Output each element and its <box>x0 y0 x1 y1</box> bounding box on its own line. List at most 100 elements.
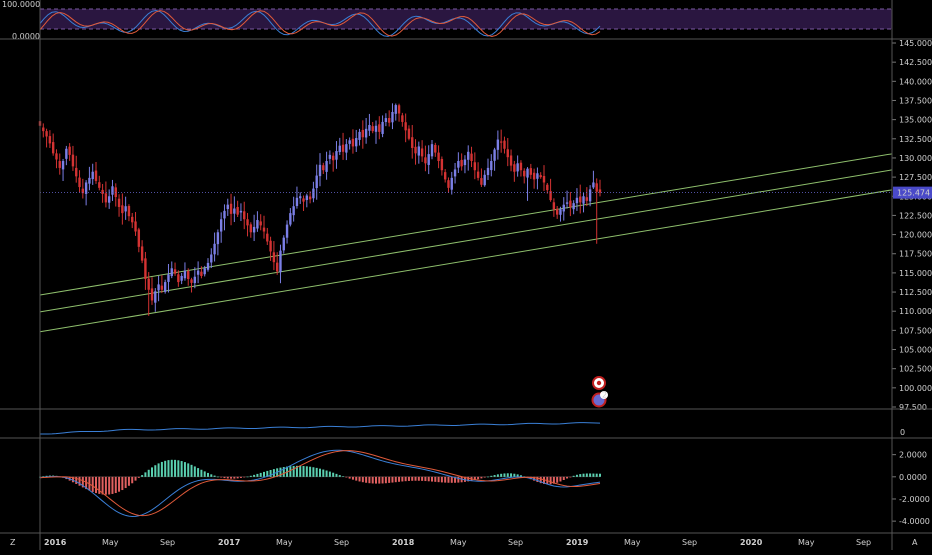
candle[interactable] <box>58 161 61 168</box>
time-axis[interactable]: 2016 May Sep 2017 May Sep 2018 May Sep 2019 May Sep… <box>10 538 918 547</box>
candle[interactable] <box>275 262 279 272</box>
candle[interactable] <box>328 154 332 159</box>
candle[interactable] <box>206 262 210 270</box>
candle[interactable] <box>483 174 486 186</box>
candle[interactable] <box>121 205 124 214</box>
candle[interactable] <box>322 165 325 171</box>
candle[interactable] <box>183 270 187 279</box>
candle[interactable] <box>526 168 529 178</box>
candle[interactable] <box>358 131 361 140</box>
candle[interactable] <box>513 164 516 172</box>
candle[interactable] <box>68 146 71 155</box>
candle[interactable] <box>94 170 98 181</box>
candle[interactable] <box>506 149 509 158</box>
candle[interactable] <box>98 182 101 188</box>
candle[interactable] <box>575 197 579 204</box>
candle[interactable] <box>391 111 394 123</box>
candle[interactable] <box>226 204 229 210</box>
macd-pane[interactable]: 2.0000 0.0000 -2.0000 -4.0000 <box>39 449 930 526</box>
macd-signal-line[interactable] <box>39 450 601 517</box>
candle[interactable] <box>315 175 318 189</box>
candle[interactable] <box>144 258 147 280</box>
candle[interactable] <box>88 177 91 184</box>
candle[interactable] <box>486 167 490 176</box>
candle[interactable] <box>407 128 411 139</box>
candle[interactable] <box>236 207 239 215</box>
candle[interactable] <box>579 196 582 203</box>
candle[interactable] <box>51 142 55 154</box>
candle[interactable] <box>414 146 417 154</box>
candle[interactable] <box>411 137 414 148</box>
candle[interactable] <box>585 197 589 201</box>
trend-channel-line[interactable] <box>39 153 893 296</box>
candle[interactable] <box>150 288 154 301</box>
candle[interactable] <box>272 252 276 263</box>
candle[interactable] <box>331 155 335 161</box>
candle[interactable] <box>104 193 108 203</box>
candle[interactable] <box>279 250 282 273</box>
candle[interactable] <box>509 155 513 166</box>
price-pane[interactable]: 145.000 142.500 140.000 137.500 135.000 132.5… <box>38 39 932 412</box>
candle[interactable] <box>170 268 173 277</box>
candle[interactable] <box>131 216 134 223</box>
candle[interactable] <box>292 206 295 216</box>
candle[interactable] <box>542 175 546 183</box>
candle[interactable] <box>460 159 463 167</box>
candle[interactable] <box>269 240 272 252</box>
candle[interactable] <box>516 163 519 172</box>
candle[interactable] <box>127 205 131 217</box>
candle[interactable] <box>81 188 85 194</box>
candle[interactable] <box>457 161 460 168</box>
oscillator-pane[interactable]: 0 <box>39 422 905 437</box>
candle[interactable] <box>78 177 81 188</box>
candle[interactable] <box>180 275 183 281</box>
candle[interactable] <box>404 122 407 131</box>
candle[interactable] <box>555 208 559 215</box>
candle[interactable] <box>539 175 542 178</box>
candle[interactable] <box>397 105 401 114</box>
candle[interactable] <box>598 189 602 193</box>
trend-channel-line[interactable] <box>39 169 893 313</box>
candle[interactable] <box>427 154 430 165</box>
candle[interactable] <box>519 162 523 171</box>
candle[interactable] <box>552 202 556 210</box>
candle[interactable] <box>588 189 592 202</box>
candle[interactable] <box>338 145 341 153</box>
candle[interactable] <box>473 162 477 171</box>
candle[interactable] <box>595 183 598 192</box>
candle[interactable] <box>61 161 65 170</box>
candle[interactable] <box>378 124 381 132</box>
candle[interactable] <box>476 171 480 178</box>
candle[interactable] <box>371 126 374 132</box>
event-flag-icon[interactable] <box>592 376 606 390</box>
candle[interactable] <box>246 219 249 226</box>
candle[interactable] <box>569 200 572 207</box>
candle[interactable] <box>440 158 444 171</box>
candle[interactable] <box>160 285 164 290</box>
candle[interactable] <box>167 274 170 282</box>
candle[interactable] <box>467 151 470 160</box>
candle[interactable] <box>532 172 536 180</box>
candle[interactable] <box>499 141 503 143</box>
candle[interactable] <box>401 115 404 122</box>
candle[interactable] <box>203 268 206 275</box>
candle[interactable] <box>325 161 328 172</box>
candle[interactable] <box>259 221 262 226</box>
candle[interactable] <box>233 208 236 214</box>
candle[interactable] <box>266 233 269 242</box>
candle[interactable] <box>546 184 549 191</box>
candle[interactable] <box>173 269 177 274</box>
candle[interactable] <box>417 146 421 156</box>
candle[interactable] <box>345 144 348 153</box>
candle[interactable] <box>210 254 213 263</box>
candle[interactable] <box>140 246 144 261</box>
candle[interactable] <box>282 237 285 251</box>
candle[interactable] <box>335 151 338 160</box>
candle[interactable] <box>137 229 141 247</box>
candle[interactable] <box>592 182 595 188</box>
candle[interactable] <box>351 138 355 147</box>
candle[interactable] <box>107 196 111 203</box>
candle[interactable] <box>42 127 45 132</box>
trend-channel-line[interactable] <box>39 189 893 333</box>
